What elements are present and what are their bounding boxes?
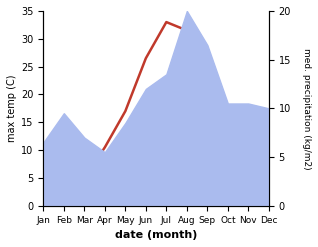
Y-axis label: max temp (C): max temp (C) [7, 75, 17, 142]
Y-axis label: med. precipitation (kg/m2): med. precipitation (kg/m2) [302, 48, 311, 169]
X-axis label: date (month): date (month) [115, 230, 197, 240]
